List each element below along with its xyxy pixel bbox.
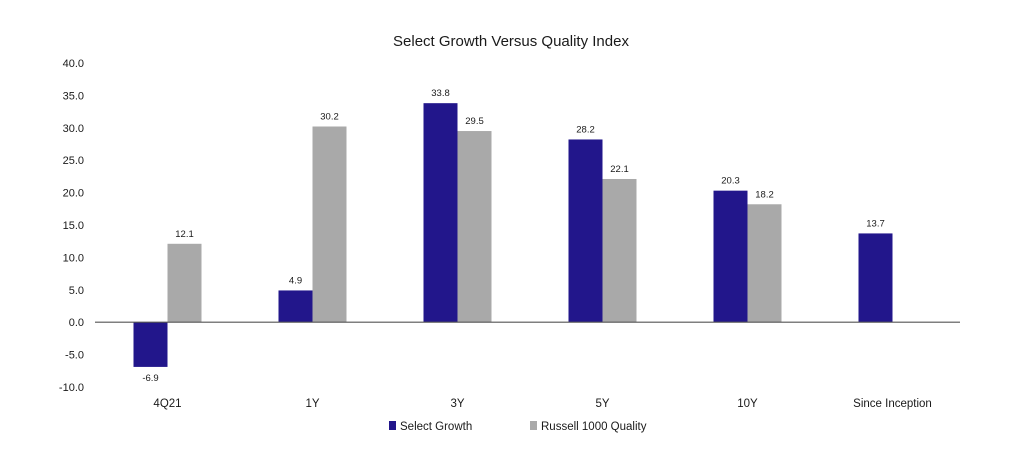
legend: Select Growth Russell 1000 Quality (389, 421, 647, 433)
bar-select-growth (858, 233, 893, 323)
bar-russell-1000-quality (312, 126, 347, 323)
legend-item-select-growth: Select Growth (389, 421, 472, 433)
data-label: -6.9 (142, 373, 158, 384)
x-category-label: 3Y (450, 398, 464, 410)
legend-label: Select Growth (400, 421, 472, 433)
legend-item-russell-1000-quality: Russell 1000 Quality (530, 421, 647, 433)
data-labels: -6.9 12.1 4.9 30.2 33.8 29.5 28.2 22.1 20.3 18.2 1… (142, 88, 884, 384)
y-tick-label: 10.0 (63, 252, 84, 264)
data-label: 4.9 (289, 275, 302, 286)
x-category-label: 10Y (737, 398, 758, 410)
x-axis: 4Q21 1Y 3Y 5Y 10Y Since Inception (153, 398, 931, 410)
chart-title: Select Growth Versus Quality Index (393, 33, 629, 50)
y-tick-label: -5.0 (65, 350, 84, 362)
y-tick-label: 20.0 (63, 188, 84, 200)
legend-swatch (530, 421, 537, 430)
data-label: 30.2 (320, 112, 339, 123)
data-label: 29.5 (465, 116, 484, 127)
bars (133, 103, 893, 367)
bar-select-growth (568, 139, 603, 323)
legend-label: Russell 1000 Quality (541, 421, 647, 433)
bar-russell-1000-quality (457, 131, 492, 323)
y-tick-label: 40.0 (63, 58, 84, 70)
y-axis: 40.0 35.0 30.0 25.0 20.0 15.0 10.0 5.0 0.0 -5.0 -1… (59, 58, 84, 394)
bar-select-growth (133, 322, 168, 367)
bar-select-growth (713, 190, 748, 323)
x-category-label: 4Q21 (153, 398, 181, 410)
y-tick-label: -10.0 (59, 382, 84, 394)
data-label: 13.7 (866, 218, 885, 229)
legend-swatch (389, 421, 396, 430)
data-label: 33.8 (431, 88, 450, 99)
y-tick-label: 15.0 (63, 220, 84, 232)
x-category-label: 5Y (595, 398, 609, 410)
y-tick-label: 35.0 (63, 90, 84, 102)
bar-russell-1000-quality (747, 204, 782, 323)
data-label: 12.1 (175, 229, 194, 240)
y-tick-label: 0.0 (69, 317, 84, 329)
bar-select-growth (278, 290, 313, 323)
data-label: 28.2 (576, 124, 595, 135)
y-tick-label: 5.0 (69, 285, 84, 297)
x-category-label: 1Y (305, 398, 319, 410)
bar-russell-1000-quality (602, 178, 637, 323)
x-category-label: Since Inception (853, 398, 932, 410)
data-label: 20.3 (721, 176, 740, 187)
bar-select-growth (423, 103, 458, 323)
data-label: 22.1 (610, 164, 629, 175)
y-tick-label: 30.0 (63, 123, 84, 135)
y-tick-label: 25.0 (63, 155, 84, 167)
bar-russell-1000-quality (167, 243, 202, 323)
data-label: 18.2 (755, 189, 774, 200)
